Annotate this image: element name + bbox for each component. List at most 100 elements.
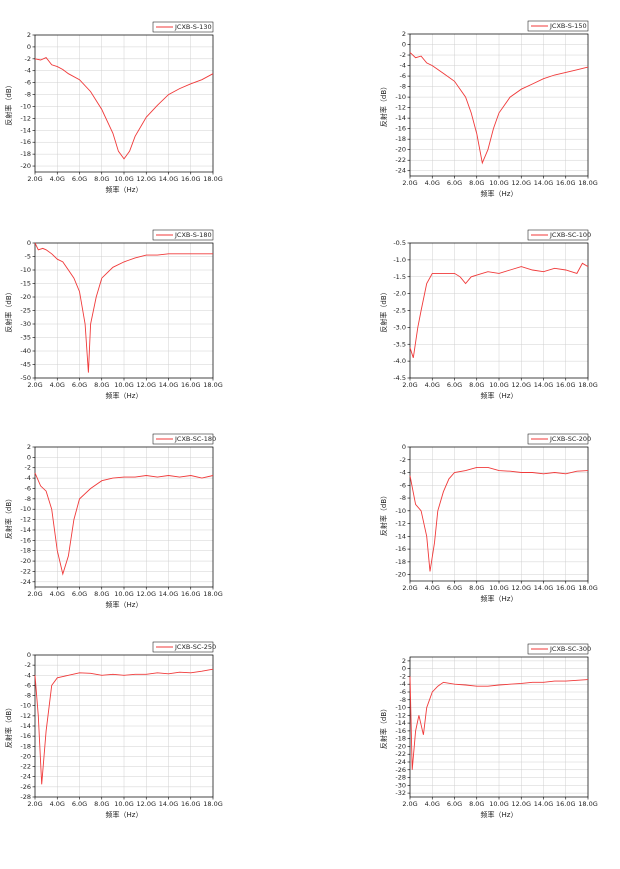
y-tick-label: 2 (402, 657, 406, 665)
plot-frame (34, 242, 214, 379)
legend-label: JCXB-S-150 (549, 22, 587, 30)
x-tick-label: 8.0G (94, 800, 109, 808)
y-tick-label: -8 (25, 91, 31, 99)
y-tick-label: -18 (20, 742, 31, 750)
y-tick-label: -30 (20, 320, 31, 328)
legend-label: JCXB-S-130 (174, 23, 212, 31)
y-tick-label: -6 (25, 79, 31, 87)
y-tick-label: -18 (395, 135, 406, 143)
data-line (34, 472, 214, 576)
x-tick-label: 4.0G (425, 800, 440, 808)
legend-box (527, 229, 589, 241)
y-tick-label: -24 (395, 758, 406, 766)
x-tick-label: 8.0G (94, 175, 109, 183)
legend-box (152, 21, 214, 33)
y-tick-label: -25 (20, 307, 31, 315)
y-tick-label: -24 (395, 167, 406, 175)
legend-box (152, 229, 214, 241)
x-tick-label: 4.0G (425, 179, 440, 187)
x-tick-label: 10.0G (114, 381, 134, 389)
x-tick-label: 2.0G (402, 179, 417, 187)
x-tick-label: 16.0G (181, 175, 201, 183)
y-tick-label: -20 (395, 571, 406, 579)
y-tick-label: 2 (27, 31, 31, 39)
y-tick-label: -2 (25, 55, 31, 63)
x-axis-label: 频率（Hz） (481, 391, 518, 400)
x-tick-label: 2.0G (402, 584, 417, 592)
y-tick-label: -20 (20, 752, 31, 760)
y-axis-label: 反射率（dB） (4, 81, 13, 125)
y-tick-label: -8 (400, 494, 406, 502)
x-tick-label: 14.0G (534, 381, 554, 389)
y-tick-label: -24 (20, 773, 31, 781)
y-tick-label: -18 (395, 735, 406, 743)
x-tick-label: 18.0G (578, 179, 598, 187)
x-tick-label: 6.0G (72, 590, 87, 598)
y-tick-label: -28 (395, 774, 406, 782)
y-tick-label: -2.5 (393, 307, 406, 315)
y-tick-label: -6 (25, 484, 31, 492)
x-tick-label: 2.0G (27, 175, 42, 183)
data-line (409, 262, 589, 358)
y-tick-label: 0 (27, 651, 31, 659)
y-tick-label: -20 (20, 293, 31, 301)
data-line (409, 52, 589, 165)
y-tick-label: -5 (25, 253, 31, 261)
legend-box (527, 643, 589, 655)
x-tick-label: 4.0G (425, 584, 440, 592)
x-tick-label: 18.0G (578, 381, 598, 389)
y-tick-label: -26 (20, 783, 31, 791)
x-tick-label: 12.0G (136, 800, 156, 808)
y-tick-label: -10 (20, 102, 31, 110)
y-tick-label: -8 (400, 696, 406, 704)
x-tick-label: 14.0G (159, 800, 179, 808)
y-tick-label: -35 (20, 334, 31, 342)
x-tick-label: 8.0G (469, 381, 484, 389)
x-tick-label: 12.0G (136, 590, 156, 598)
x-tick-label: 16.0G (181, 590, 201, 598)
y-tick-label: -6 (25, 681, 31, 689)
plot-frame (409, 656, 589, 798)
x-tick-label: 4.0G (425, 381, 440, 389)
y-tick-label: -20 (20, 162, 31, 170)
x-axis-label: 频率（Hz） (106, 810, 143, 819)
y-tick-label: -1.5 (393, 273, 406, 281)
y-tick-label: -16 (20, 138, 31, 146)
y-tick-label: -14 (395, 532, 406, 540)
y-tick-label: -22 (20, 763, 31, 771)
y-tick-label: -2.0 (393, 290, 406, 298)
x-tick-label: 8.0G (94, 590, 109, 598)
x-tick-label: 6.0G (72, 175, 87, 183)
plot-frame (34, 34, 214, 173)
y-tick-label: -4 (25, 67, 31, 75)
x-tick-label: 18.0G (578, 800, 598, 808)
y-tick-label: -30 (395, 781, 406, 789)
y-tick-label: 0 (402, 41, 406, 49)
y-tick-label: -16 (20, 536, 31, 544)
legend-label: JCXB-SC-200 (549, 435, 591, 443)
x-tick-label: 6.0G (447, 179, 462, 187)
x-tick-label: 6.0G (72, 800, 87, 808)
y-tick-label: -24 (20, 578, 31, 586)
y-tick-label: -2 (25, 661, 31, 669)
y-tick-label: -3.5 (393, 340, 406, 348)
y-tick-label: -4 (400, 469, 406, 477)
x-tick-label: 18.0G (203, 175, 223, 183)
x-tick-label: 8.0G (469, 179, 484, 187)
y-tick-label: -20 (20, 557, 31, 565)
x-tick-label: 10.0G (489, 179, 509, 187)
x-tick-label: 6.0G (72, 381, 87, 389)
y-tick-label: -12 (20, 516, 31, 524)
x-tick-label: 10.0G (114, 590, 134, 598)
y-tick-label: -6 (400, 481, 406, 489)
legend-box (152, 641, 214, 653)
y-tick-label: -16 (395, 125, 406, 133)
plot-frame (34, 446, 214, 588)
x-tick-label: 2.0G (27, 590, 42, 598)
x-axis-label: 频率（Hz） (481, 810, 518, 819)
y-tick-label: -4 (25, 474, 31, 482)
legend-box (152, 433, 214, 445)
plot-frame (409, 242, 589, 379)
y-tick-label: -6 (400, 688, 406, 696)
